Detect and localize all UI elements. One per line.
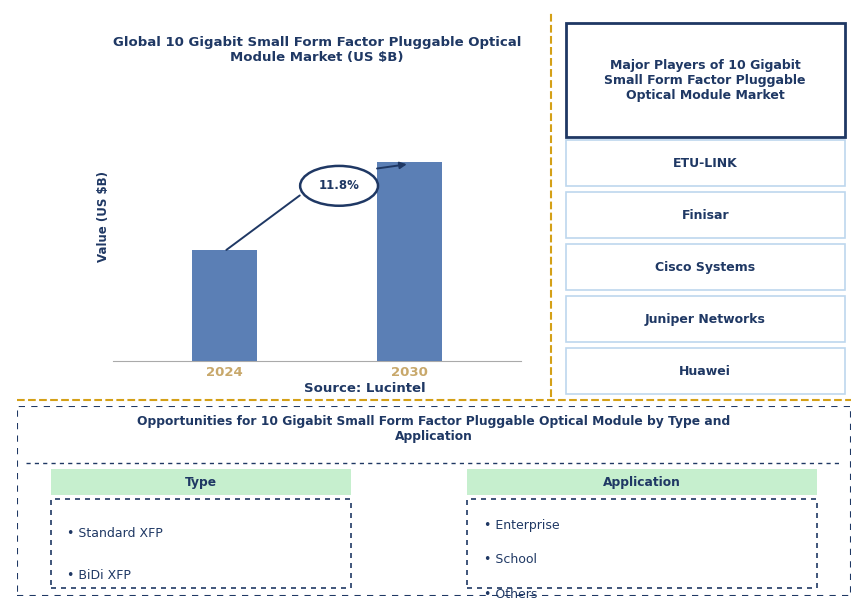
FancyBboxPatch shape (467, 499, 818, 588)
Text: Opportunities for 10 Gigabit Small Form Factor Pluggable Optical Module by Type : Opportunities for 10 Gigabit Small Form … (137, 415, 731, 443)
Text: • Others: • Others (484, 588, 537, 601)
Text: Application: Application (603, 476, 681, 489)
Y-axis label: Value (US $B): Value (US $B) (97, 171, 110, 262)
Text: • School: • School (484, 553, 537, 566)
Text: • Standard XFP: • Standard XFP (68, 527, 163, 540)
FancyBboxPatch shape (50, 469, 351, 495)
FancyBboxPatch shape (566, 140, 845, 187)
Text: Major Players of 10 Gigabit
Small Form Factor Pluggable
Optical Module Market: Major Players of 10 Gigabit Small Form F… (604, 58, 806, 102)
FancyBboxPatch shape (17, 406, 851, 596)
Text: 11.8%: 11.8% (319, 179, 359, 192)
FancyBboxPatch shape (50, 499, 351, 588)
Text: Finisar: Finisar (681, 209, 729, 222)
FancyBboxPatch shape (566, 23, 845, 137)
Text: Huawei: Huawei (680, 365, 731, 378)
Text: Juniper Networks: Juniper Networks (645, 313, 766, 326)
Title: Global 10 Gigabit Small Form Factor Pluggable Optical
Module Market (US $B): Global 10 Gigabit Small Form Factor Plug… (113, 36, 521, 64)
FancyBboxPatch shape (467, 469, 818, 495)
FancyBboxPatch shape (566, 192, 845, 238)
Text: Type: Type (185, 476, 217, 489)
Text: Source: Lucintel: Source: Lucintel (304, 382, 425, 395)
Text: • Enterprise: • Enterprise (484, 520, 560, 532)
Text: ETU-LINK: ETU-LINK (673, 157, 738, 170)
Bar (192, 250, 257, 361)
FancyBboxPatch shape (566, 296, 845, 343)
FancyBboxPatch shape (566, 244, 845, 291)
Text: • BiDi XFP: • BiDi XFP (68, 569, 131, 582)
Text: Cisco Systems: Cisco Systems (655, 261, 755, 274)
FancyBboxPatch shape (566, 348, 845, 394)
Bar (377, 162, 442, 361)
